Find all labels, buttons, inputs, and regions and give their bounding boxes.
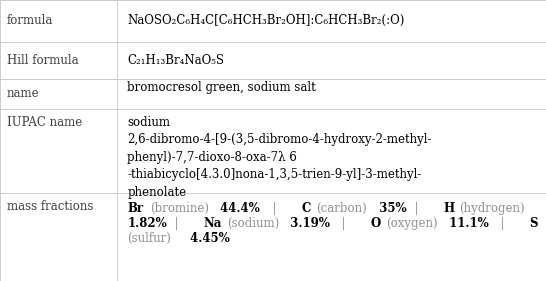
Text: |: | xyxy=(407,201,426,215)
Text: (hydrogen): (hydrogen) xyxy=(459,201,525,215)
Text: S: S xyxy=(529,217,538,230)
Text: H: H xyxy=(444,201,455,215)
Text: NaOSO₂C₆H₄C[C₆HCH₃Br₂OH]:C₆HCH₃Br₂(:O): NaOSO₂C₆H₄C[C₆HCH₃Br₂OH]:C₆HCH₃Br₂(:O) xyxy=(127,14,405,27)
Text: bromocresol green, sodium salt: bromocresol green, sodium salt xyxy=(127,81,316,94)
Text: C₂₁H₁₃Br₄NaO₅S: C₂₁H₁₃Br₄NaO₅S xyxy=(127,54,224,67)
Text: |: | xyxy=(334,217,353,230)
Text: |: | xyxy=(168,217,186,230)
Text: 4.45%: 4.45% xyxy=(186,232,229,245)
Text: 1.82%: 1.82% xyxy=(127,217,167,230)
Text: (bromine): (bromine) xyxy=(151,201,210,215)
Text: mass fractions: mass fractions xyxy=(7,200,93,213)
Text: (oxygen): (oxygen) xyxy=(386,217,438,230)
Text: Br: Br xyxy=(127,201,144,215)
Text: name: name xyxy=(7,87,39,100)
Text: O: O xyxy=(371,217,381,230)
Text: IUPAC name: IUPAC name xyxy=(7,116,82,129)
Text: sodium
2,6-dibromo-4-[9-(3,5-dibromo-4-hydroxy-2-methyl-
phenyl)-7,7-dioxo-8-oxa: sodium 2,6-dibromo-4-[9-(3,5-dibromo-4-h… xyxy=(127,116,432,199)
Text: Na: Na xyxy=(204,217,222,230)
Text: C: C xyxy=(301,201,311,215)
Text: 11.1%: 11.1% xyxy=(444,217,488,230)
Text: formula: formula xyxy=(7,14,53,27)
Text: (carbon): (carbon) xyxy=(317,201,367,215)
Text: 35%: 35% xyxy=(375,201,407,215)
Text: 3.19%: 3.19% xyxy=(286,217,330,230)
Text: (sulfur): (sulfur) xyxy=(127,232,171,245)
Text: (sodium): (sodium) xyxy=(227,217,280,230)
Text: |: | xyxy=(492,217,512,230)
Text: Hill formula: Hill formula xyxy=(7,54,78,67)
Text: 44.4%: 44.4% xyxy=(216,201,260,215)
Text: |: | xyxy=(265,201,283,215)
